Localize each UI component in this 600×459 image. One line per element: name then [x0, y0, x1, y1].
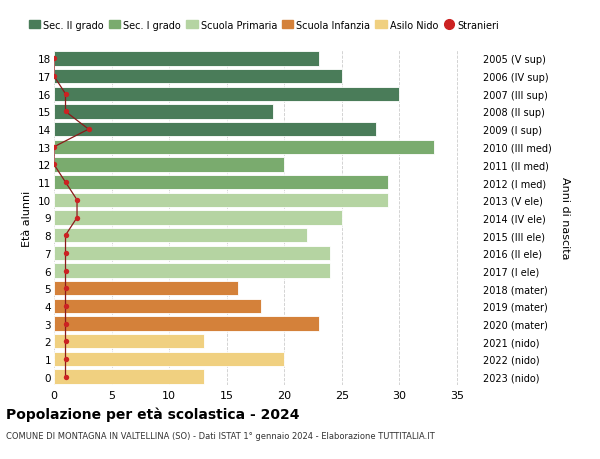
- Point: [61, 179, 70, 186]
- Bar: [54, 264, 331, 278]
- Text: Popolazione per età scolastica - 2024: Popolazione per età scolastica - 2024: [6, 406, 299, 421]
- Point: [61, 355, 70, 363]
- Bar: [54, 317, 319, 331]
- Bar: [54, 281, 238, 296]
- Point: [72, 197, 82, 204]
- Point: [61, 267, 70, 274]
- Point: [49, 162, 59, 169]
- Point: [61, 108, 70, 116]
- Point: [61, 232, 70, 239]
- Y-axis label: Anni di nascita: Anni di nascita: [560, 177, 570, 259]
- Bar: [54, 87, 400, 102]
- Bar: [54, 229, 307, 243]
- Bar: [54, 246, 331, 261]
- Bar: [54, 123, 376, 137]
- Bar: [54, 193, 388, 207]
- Point: [72, 214, 82, 222]
- Bar: [54, 105, 273, 119]
- Text: COMUNE DI MONTAGNA IN VALTELLINA (SO) - Dati ISTAT 1° gennaio 2024 - Elaborazion: COMUNE DI MONTAGNA IN VALTELLINA (SO) - …: [6, 431, 435, 441]
- Point: [49, 144, 59, 151]
- Bar: [54, 158, 284, 172]
- Bar: [54, 52, 319, 67]
- Point: [49, 73, 59, 81]
- Point: [61, 338, 70, 345]
- Point: [61, 285, 70, 292]
- Point: [61, 373, 70, 381]
- Bar: [54, 352, 284, 366]
- Bar: [54, 70, 342, 84]
- Bar: [54, 299, 261, 313]
- Point: [61, 91, 70, 98]
- Point: [61, 320, 70, 328]
- Legend: Sec. II grado, Sec. I grado, Scuola Primaria, Scuola Infanzia, Asilo Nido, Stran: Sec. II grado, Sec. I grado, Scuola Prim…: [25, 17, 503, 34]
- Bar: [54, 334, 203, 349]
- Bar: [54, 211, 342, 225]
- Bar: [54, 369, 203, 384]
- Point: [49, 56, 59, 63]
- Point: [61, 302, 70, 310]
- Point: [61, 250, 70, 257]
- Bar: [54, 140, 434, 155]
- Bar: [54, 175, 388, 190]
- Y-axis label: Età alunni: Età alunni: [22, 190, 32, 246]
- Point: [84, 126, 94, 134]
